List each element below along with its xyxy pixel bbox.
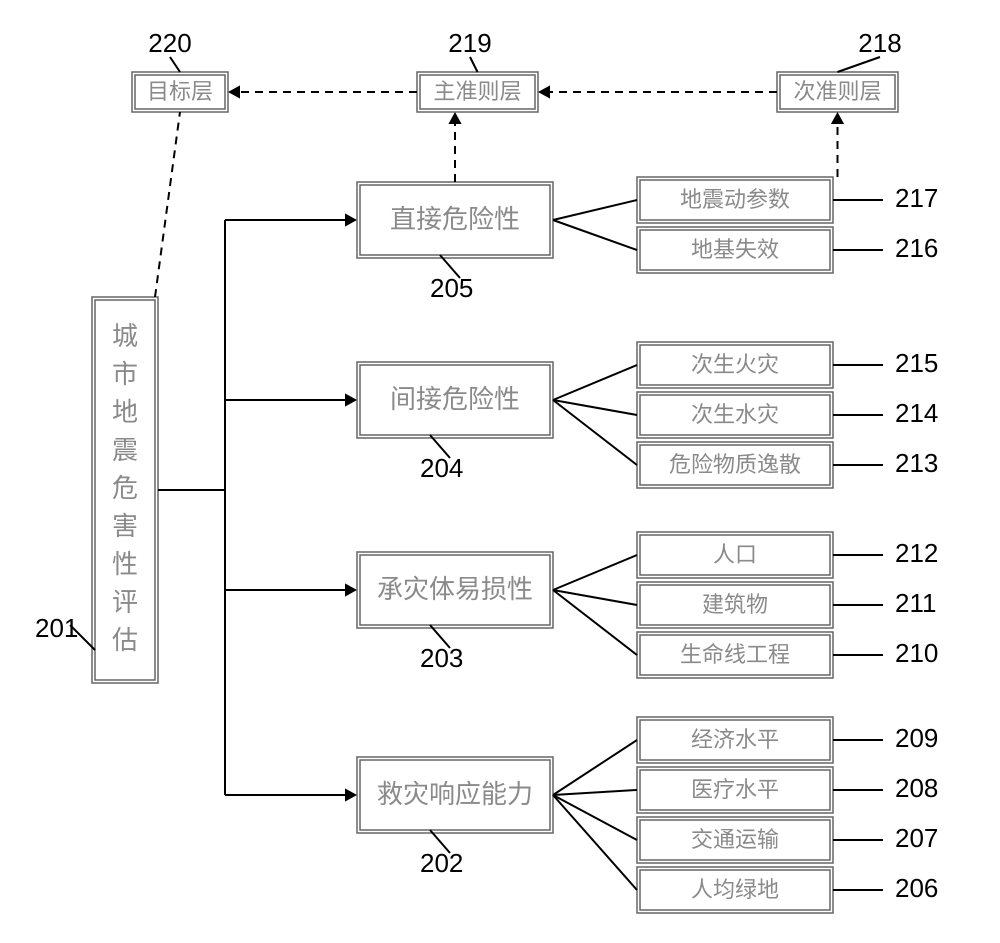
- sub-213: 危险物质逸散: [637, 442, 833, 488]
- sub-216: 地基失效: [637, 227, 833, 273]
- legend-L220: 目标层: [132, 72, 228, 112]
- svg-text:211: 211: [895, 588, 936, 618]
- sub-206: 人均绿地: [637, 867, 833, 913]
- svg-text:承灾体易损性: 承灾体易损性: [377, 574, 533, 604]
- svg-text:218: 218: [858, 28, 901, 58]
- svg-text:经济水平: 经济水平: [691, 727, 779, 752]
- svg-text:次生水灾: 次生水灾: [691, 402, 779, 427]
- svg-text:生命线工程: 生命线工程: [680, 642, 790, 667]
- sub-217: 地震动参数: [637, 177, 833, 223]
- svg-text:219: 219: [448, 28, 491, 58]
- svg-text:地基失效: 地基失效: [691, 237, 779, 262]
- sub-212: 人口: [637, 532, 833, 578]
- svg-text:间接危险性: 间接危险性: [390, 384, 520, 414]
- sub-209: 经济水平: [637, 717, 833, 763]
- svg-text:医疗水平: 医疗水平: [691, 777, 779, 802]
- main-204: 间接危险性: [357, 362, 553, 438]
- main-202: 救灾响应能力: [357, 757, 553, 833]
- sub-214: 次生水灾: [637, 392, 833, 438]
- svg-text:危: 危: [112, 473, 138, 503]
- svg-text:性: 性: [112, 549, 138, 579]
- svg-text:210: 210: [895, 638, 938, 668]
- svg-text:震: 震: [112, 435, 138, 465]
- svg-text:人口: 人口: [713, 542, 757, 567]
- svg-text:207: 207: [895, 823, 938, 853]
- svg-text:208: 208: [895, 773, 938, 803]
- sub-211: 建筑物: [637, 582, 833, 628]
- main-203: 承灾体易损性: [357, 552, 553, 628]
- svg-text:交通运输: 交通运输: [691, 827, 779, 852]
- svg-text:主准则层: 主准则层: [433, 79, 521, 104]
- sub-210: 生命线工程: [637, 632, 833, 678]
- legend-L218: 次准则层: [777, 72, 898, 112]
- svg-text:次准则层: 次准则层: [793, 79, 881, 104]
- svg-text:215: 215: [895, 348, 938, 378]
- svg-text:217: 217: [895, 183, 938, 213]
- svg-text:次生火灾: 次生火灾: [691, 352, 779, 377]
- svg-text:危险物质逸散: 危险物质逸散: [669, 452, 801, 477]
- sub-208: 医疗水平: [637, 767, 833, 813]
- main-205: 直接危险性: [357, 182, 553, 258]
- svg-text:202: 202: [420, 848, 463, 878]
- legend-L219: 主准则层: [417, 72, 538, 112]
- svg-text:人均绿地: 人均绿地: [691, 877, 779, 902]
- svg-text:建筑物: 建筑物: [702, 592, 768, 617]
- svg-text:212: 212: [895, 538, 938, 568]
- svg-text:214: 214: [895, 398, 938, 428]
- svg-text:203: 203: [420, 643, 463, 673]
- svg-text:213: 213: [895, 448, 938, 478]
- svg-text:209: 209: [895, 723, 938, 753]
- svg-text:害: 害: [112, 511, 138, 541]
- svg-text:城: 城: [112, 321, 138, 351]
- svg-text:地: 地: [112, 397, 138, 427]
- svg-text:206: 206: [895, 873, 938, 903]
- svg-text:目标层: 目标层: [147, 79, 213, 104]
- svg-text:估: 估: [112, 625, 138, 655]
- svg-text:地震动参数: 地震动参数: [680, 187, 790, 212]
- svg-text:205: 205: [430, 273, 473, 303]
- svg-text:救灾响应能力: 救灾响应能力: [377, 779, 533, 809]
- sub-215: 次生火灾: [637, 342, 833, 388]
- svg-text:直接危险性: 直接危险性: [390, 204, 520, 234]
- svg-text:220: 220: [148, 28, 191, 58]
- svg-text:评: 评: [112, 587, 138, 617]
- sub-207: 交通运输: [637, 817, 833, 863]
- svg-text:市: 市: [112, 359, 138, 389]
- svg-text:204: 204: [420, 453, 463, 483]
- svg-text:216: 216: [895, 233, 938, 263]
- root-box: 城市地震危害性评估: [92, 297, 158, 683]
- diagram-canvas: 目标层220主准则层219次准则层218城市地震危害性评估201直接危险性205…: [0, 0, 1000, 943]
